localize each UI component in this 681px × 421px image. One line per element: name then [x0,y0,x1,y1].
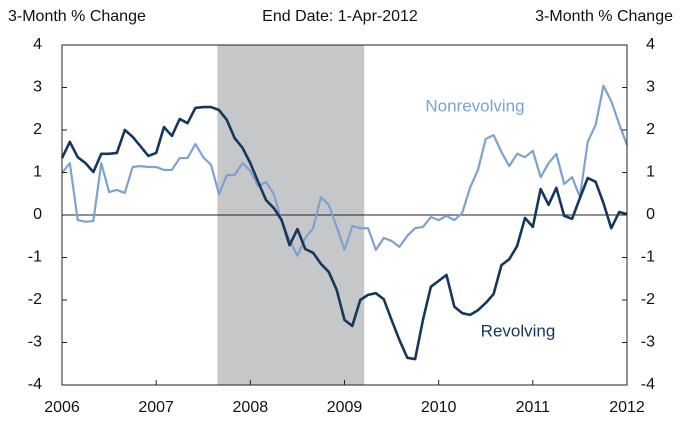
y2-axis-label: 3-Month % Change [535,8,673,25]
x-tick-label: 2007 [138,399,174,416]
x-tick-label: 2009 [327,399,363,416]
y-tick-label: -3 [28,334,42,351]
x-tick-label: 2012 [609,399,645,416]
y-axis-label: 3-Month % Change [8,8,146,25]
y-tick-label: -2 [28,291,42,308]
y-tick-label: -1 [28,249,42,266]
y2-tick-label: 2 [646,121,655,138]
x-tick-label: 2006 [44,399,80,416]
y2-tick-label: 1 [646,164,655,181]
y-tick-label: 0 [33,206,42,223]
y-tick-label: -4 [28,376,42,393]
y-tick-label: 1 [33,164,42,181]
y2-tick-label: 0 [646,206,655,223]
y2-tick-label: -4 [641,376,655,393]
y-tick-label: 3 [33,79,42,96]
x-tick-label: 2008 [233,399,269,416]
y2-tick-label: -3 [641,334,655,351]
series-line [60,105,628,361]
y2-tick-label: -1 [641,249,655,266]
y-tick-label: 4 [33,36,42,53]
y2-tick-label: -2 [641,291,655,308]
chart-title: End Date: 1-Apr-2012 [262,8,418,25]
x-tick-label: 2011 [516,399,551,416]
series-line [61,84,629,257]
y2-tick-label: 3 [646,79,655,96]
x-tick-label: 2010 [421,399,457,416]
series-label: Revolving [481,321,556,340]
y-tick-label: 2 [33,121,42,138]
y2-tick-label: 4 [646,36,655,53]
series-label: Nonrevolving [425,96,524,115]
